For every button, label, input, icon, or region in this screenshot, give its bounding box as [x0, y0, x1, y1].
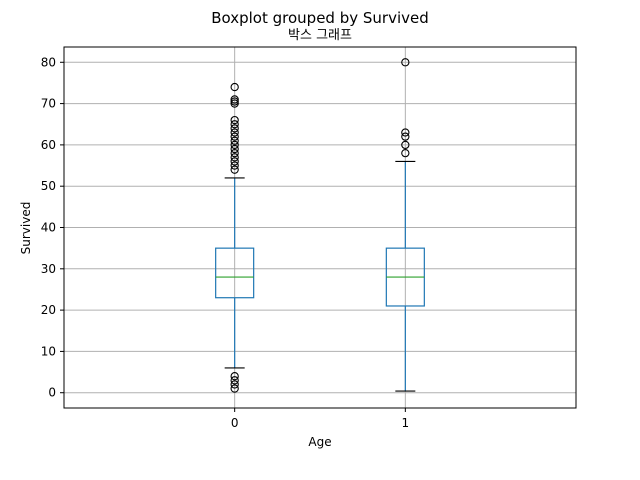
y-tick-label: 60: [41, 138, 56, 152]
flier-point: [401, 132, 410, 141]
box-series: [215, 58, 425, 393]
flier-point: [230, 165, 239, 174]
flier-point: [230, 380, 239, 389]
y-tick-label: 0: [48, 386, 56, 400]
flier-point: [230, 82, 239, 92]
flier-point: [230, 384, 239, 393]
flier-point: [230, 144, 239, 154]
flier-point: [230, 128, 239, 137]
box-iqr: [215, 247, 255, 299]
flier-point: [230, 376, 239, 385]
axis-ticks: 0 10 20 30 40 50 60 70 80 0 1: [41, 55, 409, 430]
x-tick-label: 0: [231, 416, 239, 430]
flier-point: [230, 132, 239, 141]
y-tick-label: 70: [41, 97, 56, 111]
y-tick-label: 30: [41, 262, 56, 276]
flier-point: [230, 97, 239, 106]
flier-point: [230, 157, 239, 166]
flier-point: [230, 136, 239, 145]
y-tick-label: 80: [41, 55, 56, 69]
flier-point: [230, 95, 239, 104]
x-axis-label: Age: [308, 435, 331, 449]
flier-point: [401, 128, 410, 137]
flier-point: [230, 99, 239, 108]
grid-lines: [64, 47, 576, 408]
box-group-1: [385, 58, 425, 392]
flier-point: [230, 161, 239, 170]
chart-title: 박스 그래프: [288, 28, 352, 43]
flier-point: [401, 58, 410, 67]
chart-suptitle: Boxplot grouped by Survived: [211, 9, 429, 27]
flier-point: [230, 149, 239, 158]
box-group-0: [215, 82, 255, 393]
flier-point: [230, 153, 239, 162]
y-axis-label: Survived: [19, 202, 33, 255]
y-tick-label: 10: [41, 344, 56, 358]
flier-point: [401, 140, 410, 150]
flier-point: [230, 120, 239, 129]
y-tick-label: 20: [41, 303, 56, 317]
flier-point: [230, 372, 239, 381]
flier-point: [230, 140, 239, 150]
flier-point: [401, 149, 410, 158]
flier-point: [230, 115, 239, 125]
y-tick-label: 40: [41, 221, 56, 235]
x-tick-label: 1: [402, 416, 410, 430]
y-tick-label: 50: [41, 179, 56, 193]
flier-point: [230, 124, 239, 133]
